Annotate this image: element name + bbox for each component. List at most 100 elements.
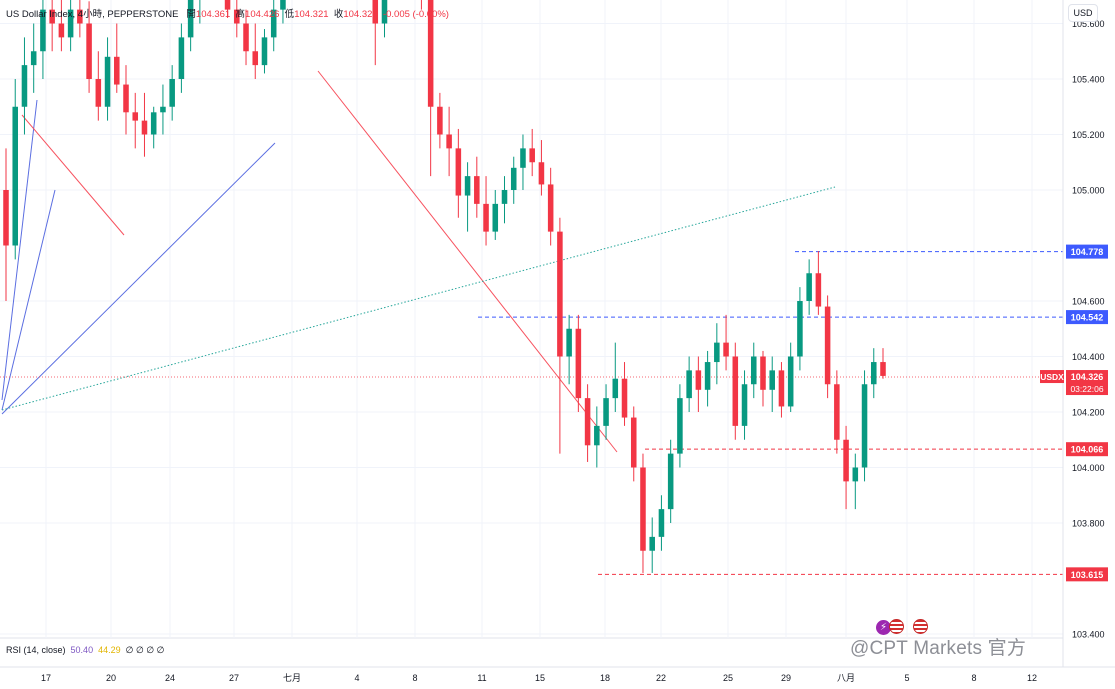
candle-body	[446, 134, 452, 149]
candle	[160, 84, 166, 135]
candle-body	[474, 176, 480, 204]
candle	[270, 0, 277, 52]
candle-body	[270, 9, 277, 38]
candle	[30, 23, 37, 93]
candle	[58, 0, 65, 52]
price-axis: 106.200106.000105.800105.600105.400105.2…	[1062, 0, 1105, 667]
rsi-legend[interactable]: RSI (14, close) 50.40 44.29 ∅ ∅ ∅ ∅	[6, 645, 165, 656]
candle	[677, 384, 683, 468]
candle	[492, 190, 499, 240]
symbol-tag	[1040, 370, 1064, 384]
candle	[77, 0, 83, 38]
time-tick-label: 8	[412, 673, 417, 683]
candle-body	[649, 536, 655, 551]
candle	[21, 37, 28, 135]
price-tick-label: 103.400	[1072, 630, 1105, 640]
us-flag-icon[interactable]	[889, 619, 904, 634]
candle-body	[667, 453, 674, 510]
candle	[114, 23, 120, 93]
candle-body	[594, 425, 600, 446]
price-tag	[1066, 442, 1108, 457]
candle-body	[437, 106, 443, 135]
candle	[797, 287, 803, 371]
candle	[806, 259, 812, 315]
candle-body	[372, 0, 379, 24]
candle-body	[77, 9, 83, 24]
candle-body	[741, 384, 748, 426]
candle	[529, 128, 535, 177]
open-label: 開	[186, 9, 196, 20]
candle-body	[21, 65, 28, 107]
candle	[750, 342, 757, 399]
candle	[132, 92, 139, 149]
candle-body	[815, 273, 822, 307]
trend-line	[1, 99, 38, 401]
currency-button[interactable]: USD	[1068, 4, 1098, 22]
price-tick-label: 105.600	[1072, 19, 1105, 29]
candle-body	[252, 51, 259, 66]
rsi-value: 50.40	[70, 645, 94, 655]
candle	[280, 0, 286, 24]
candle-body	[640, 467, 646, 551]
candle	[483, 176, 489, 246]
candle-body	[455, 148, 462, 196]
low-value: 104.321	[294, 9, 329, 20]
candle	[86, 1, 92, 93]
candle	[584, 384, 591, 462]
rsi-extra-values: ∅ ∅ ∅ ∅	[125, 645, 165, 655]
candle	[880, 348, 886, 379]
candle-body	[12, 106, 19, 246]
candle-body	[760, 356, 766, 390]
candle-body	[464, 176, 471, 196]
candle-body	[870, 362, 877, 385]
candle	[104, 37, 111, 121]
candle	[704, 350, 711, 407]
candle-body	[557, 231, 563, 357]
candle-body	[529, 148, 535, 163]
candle	[566, 314, 572, 385]
candle	[686, 356, 692, 412]
candle	[169, 65, 175, 121]
price-tick-label: 104.000	[1072, 463, 1105, 473]
candle-body	[695, 370, 702, 390]
candle	[630, 406, 637, 482]
candle-body	[714, 342, 720, 363]
high-label: 高	[235, 9, 246, 20]
us-flag-icon[interactable]	[913, 619, 928, 634]
candle-body	[677, 398, 683, 454]
candle	[224, 0, 231, 18]
candle	[695, 356, 702, 412]
candle	[843, 425, 849, 510]
candle	[547, 167, 554, 246]
symbol-tag-text: USDX	[1040, 372, 1064, 382]
price-tick-label: 104.200	[1072, 408, 1105, 418]
time-tick-label: 29	[781, 673, 791, 683]
candle	[199, 0, 201, 24]
trend-line	[1, 142, 276, 415]
time-tick-label: 22	[656, 673, 666, 683]
candle-body	[30, 51, 37, 66]
trend-line	[1, 186, 836, 411]
price-tag-text: 104.066	[1071, 445, 1104, 455]
candle-body	[501, 190, 508, 204]
candle	[437, 92, 443, 149]
candle-body	[114, 56, 120, 85]
candle-body	[132, 112, 139, 121]
candle	[501, 176, 508, 224]
candle	[464, 162, 471, 232]
candle	[575, 314, 582, 412]
candle	[621, 362, 628, 426]
candle	[474, 156, 480, 218]
candle	[372, 0, 379, 66]
price-tick-label: 103.800	[1072, 519, 1105, 529]
candle-body	[621, 378, 628, 418]
candle-body	[769, 370, 775, 390]
trend-lines	[0, 70, 1063, 575]
candle-body	[538, 162, 545, 185]
candle-body	[843, 439, 849, 482]
watermark: @CPT Markets 官方	[850, 638, 1027, 659]
lightning-event-icon[interactable]: ⚡	[876, 620, 891, 635]
candle	[49, 0, 55, 52]
